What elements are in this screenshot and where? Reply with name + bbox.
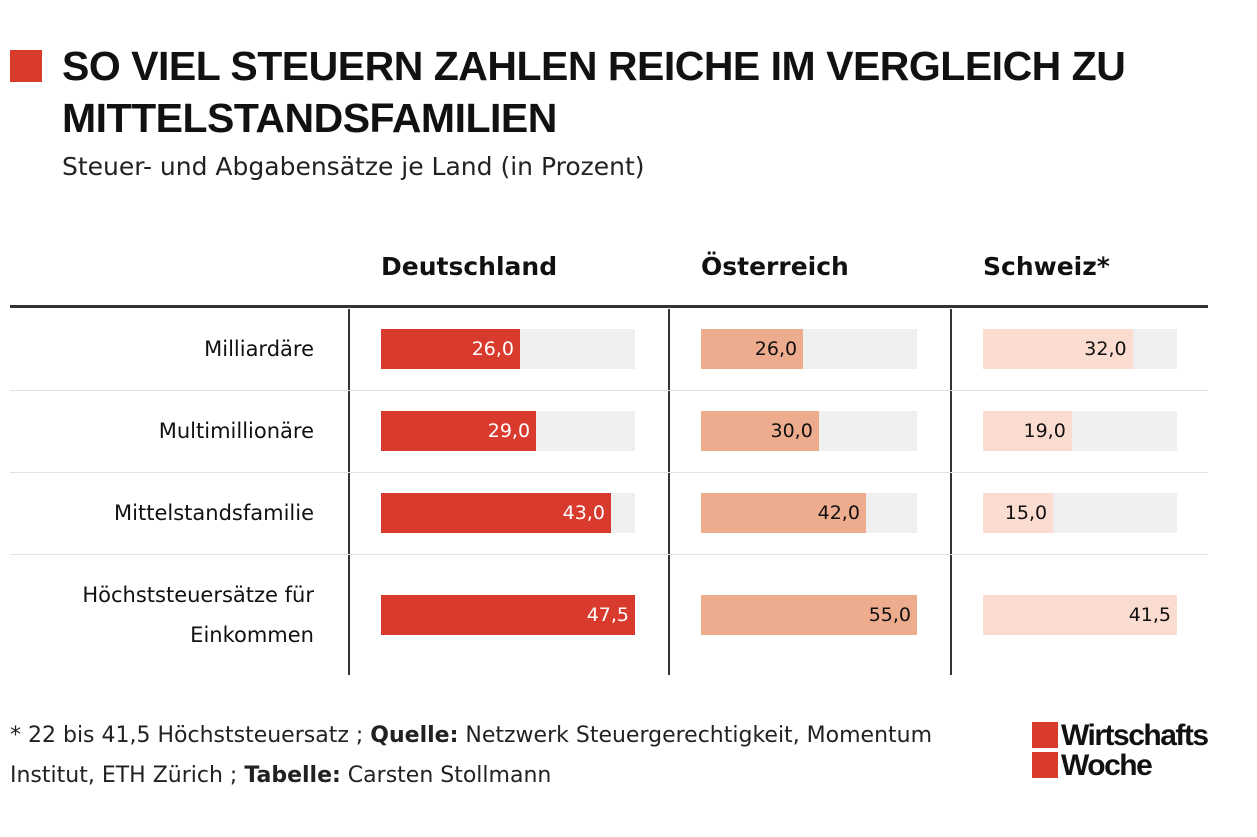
bar (701, 411, 819, 451)
author: Carsten Stollmann (340, 763, 552, 788)
bar-track: 19,0 (983, 411, 1177, 451)
bar (381, 411, 537, 451)
source: Netzwerk Steuergerechtigkeit, Momentum I… (10, 723, 933, 788)
bar-track: 26,0 (381, 329, 635, 369)
logo-line: Woche (1032, 749, 1153, 782)
bar (701, 595, 917, 635)
value-label: 32,0 (1084, 338, 1127, 360)
subtitle: Steuer- und Abgabensätze je Land (in Pro… (62, 152, 645, 181)
value-label: 42,0 (817, 502, 860, 524)
bar-track: 41,5 (983, 595, 1177, 635)
source-label: Quelle: (370, 723, 459, 748)
bar (701, 493, 866, 533)
column-header: Österreich (701, 252, 849, 281)
value-label: 29,0 (487, 420, 531, 442)
column-separator (950, 309, 952, 675)
author-label: Tabelle: (244, 763, 341, 788)
bar (983, 411, 1072, 451)
bar (701, 329, 804, 369)
row-label: Höchststeuersätze für Einkommen (82, 583, 314, 647)
logo-text: Wirtschafts (1061, 719, 1209, 752)
column-header: Deutschland (381, 252, 558, 281)
value-label: 55,0 (868, 604, 911, 626)
bar-track: 55,0 (701, 595, 917, 635)
row-label: Mittelstandsfamilie (114, 501, 314, 525)
bar (381, 595, 635, 635)
value-label: 30,0 (770, 420, 813, 442)
bar (381, 493, 611, 533)
title: SO VIEL STEUERN ZAHLEN REICHE IM VERGLEI… (62, 43, 1126, 141)
bar-track: 29,0 (381, 411, 635, 451)
bar (983, 595, 1177, 635)
bar (983, 493, 1054, 533)
logo-line: Wirtschafts (1032, 719, 1209, 752)
value-label: 47,5 (586, 604, 629, 626)
value-label: 26,0 (754, 338, 798, 360)
bar-track: 32,0 (983, 329, 1177, 369)
title-marker (10, 50, 42, 82)
logo-text: Woche (1061, 749, 1153, 782)
bar-track: 42,0 (701, 493, 917, 533)
row-label: Milliardäre (204, 337, 314, 361)
bar-track: 43,0 (381, 493, 635, 533)
bar-track: 30,0 (701, 411, 917, 451)
column-header: Schweiz* (983, 252, 1110, 281)
row-label: Multimillionäre (158, 419, 314, 443)
note: * 22 bis 41,5 Höchststeuersatz ; (10, 723, 371, 748)
value-label: 26,0 (471, 338, 515, 360)
header-rule (10, 305, 1208, 308)
bar-track: 15,0 (983, 493, 1177, 533)
value-label: 19,0 (1023, 420, 1066, 442)
row-separator (10, 390, 1208, 391)
footnote: * 22 bis 41,5 Höchststeuersatz ; Quelle:… (10, 716, 990, 796)
value-label: 15,0 (1004, 502, 1048, 524)
bar (381, 329, 521, 369)
column-separator (668, 309, 670, 675)
value-label: 41,5 (1128, 604, 1171, 626)
bar (983, 329, 1133, 369)
row-separator (10, 554, 1208, 555)
column-separator (348, 309, 350, 675)
row-separator (10, 472, 1208, 473)
bar-track: 26,0 (701, 329, 917, 369)
bar-track: 47,5 (381, 595, 635, 635)
value-label: 43,0 (562, 502, 605, 524)
